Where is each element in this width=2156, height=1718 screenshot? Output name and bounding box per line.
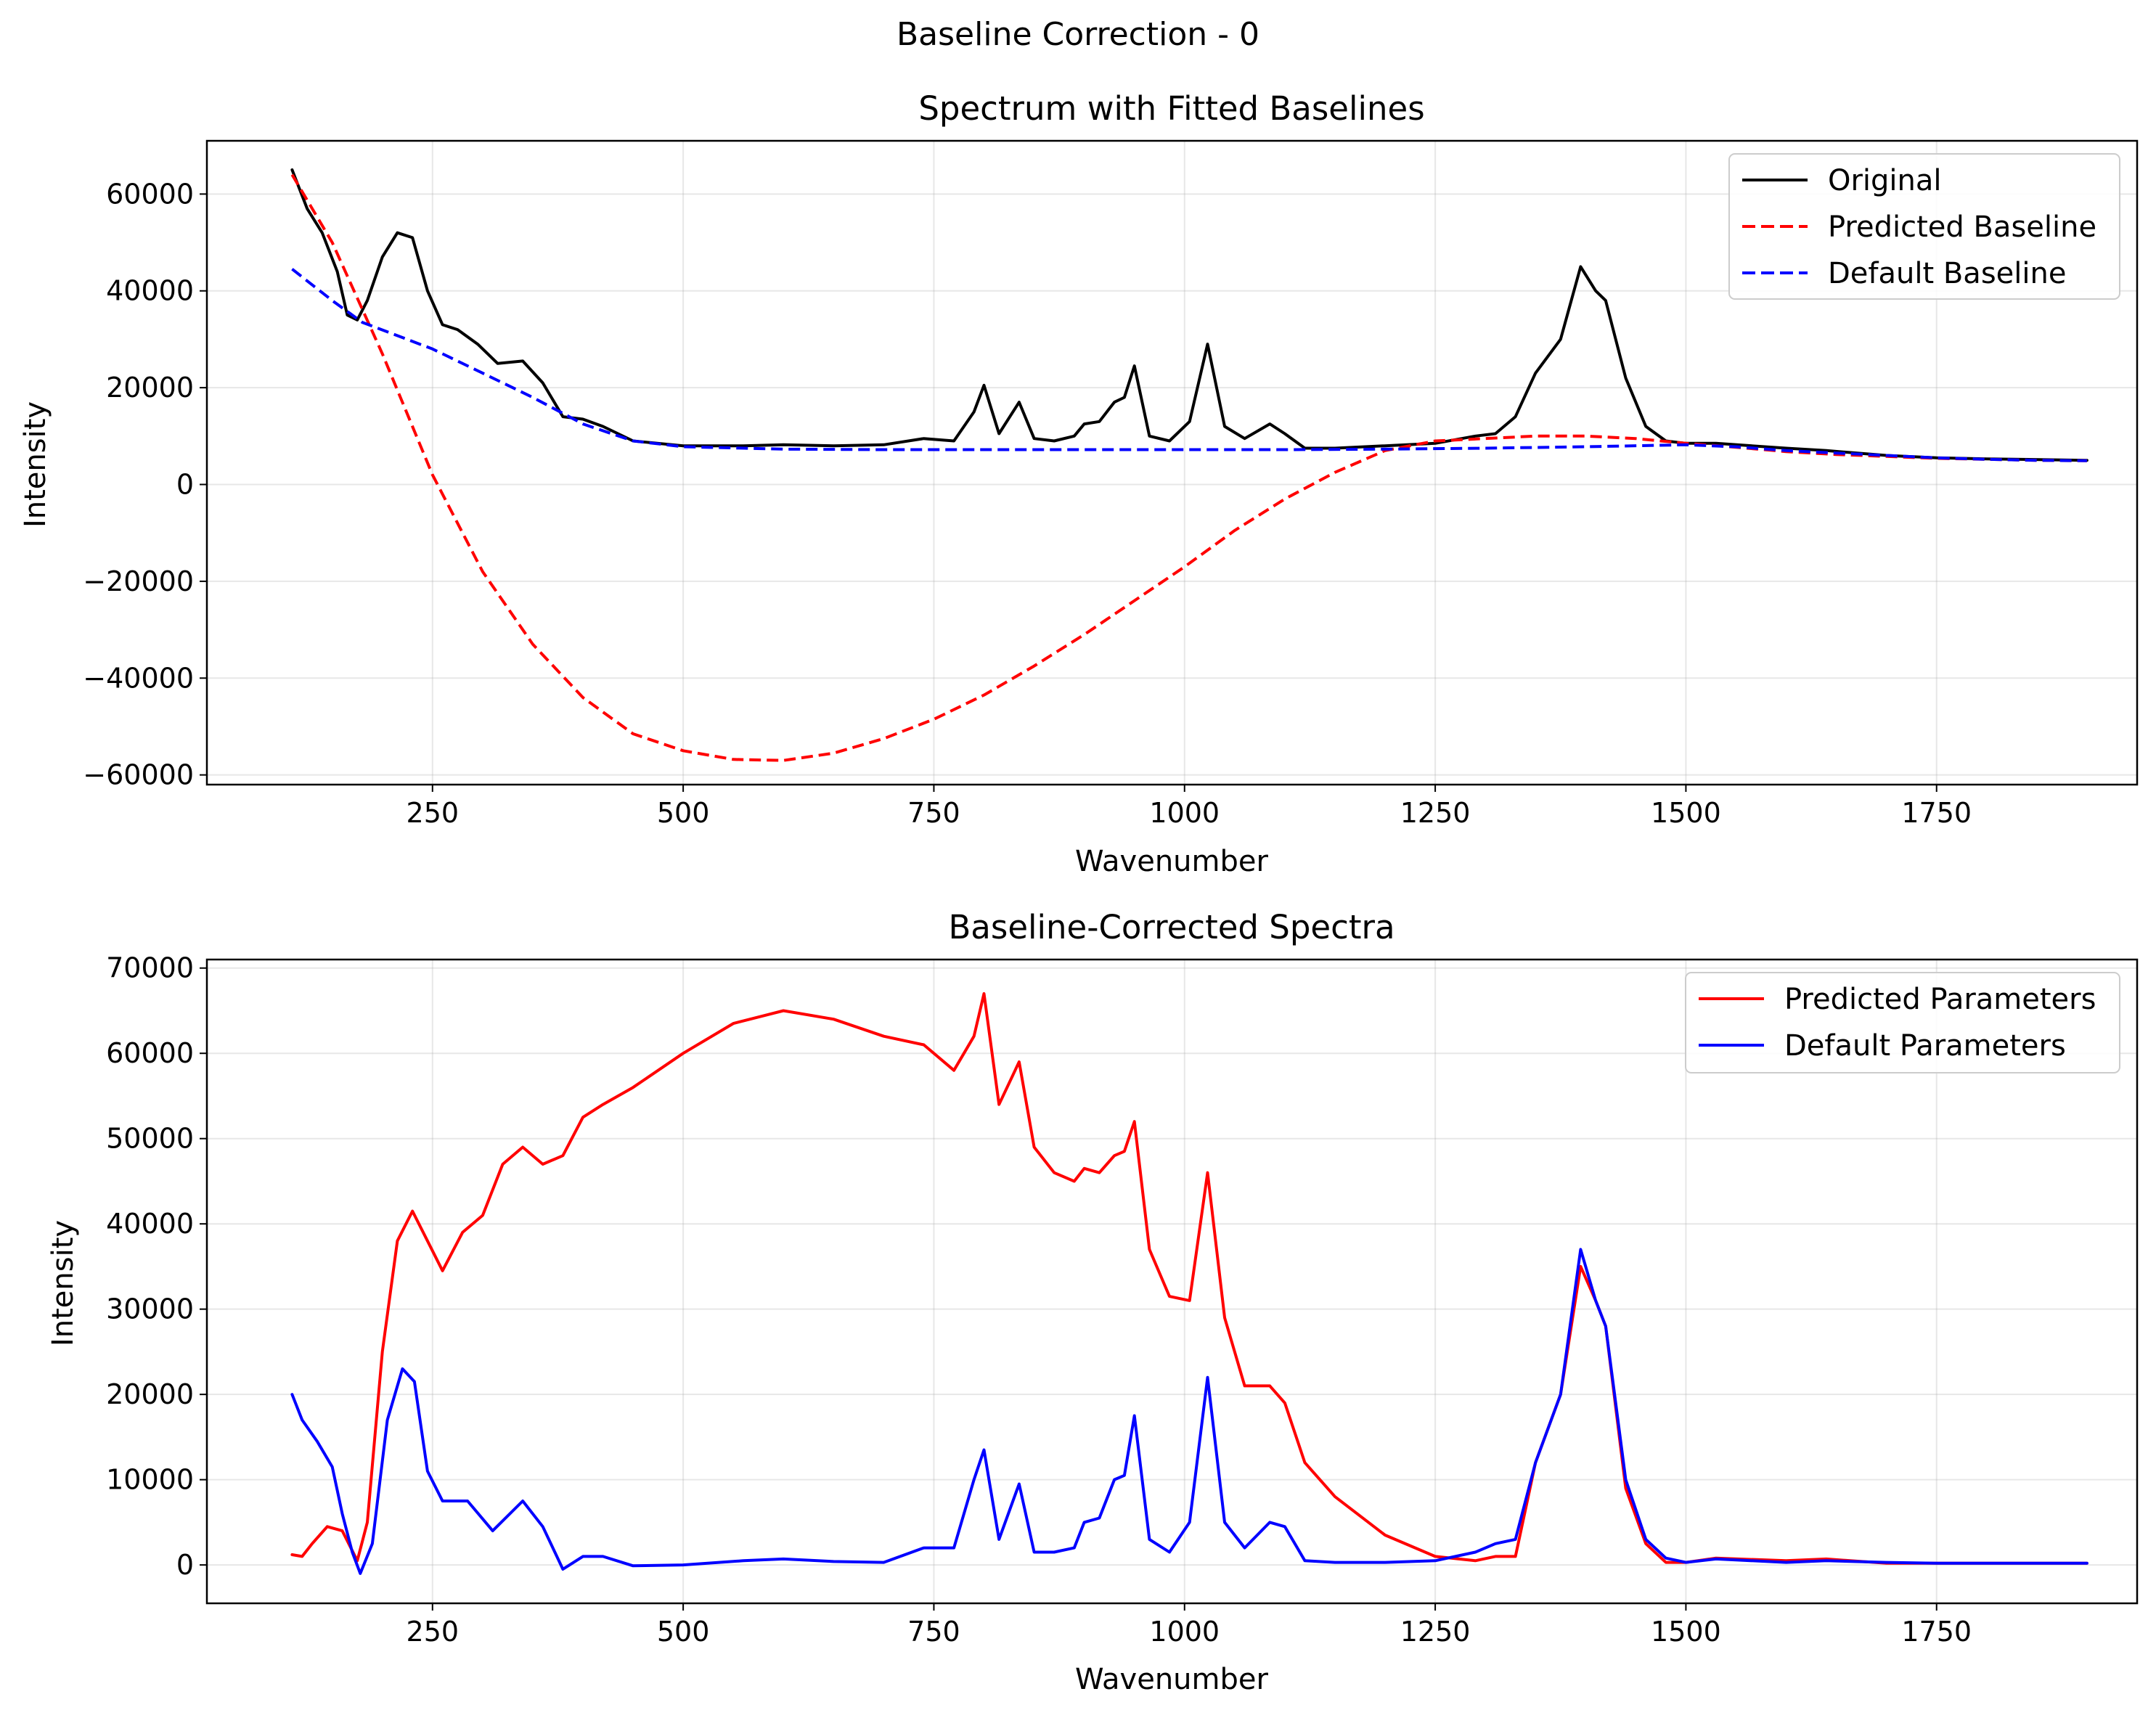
y-tick-label: 20000 [106,372,194,404]
x-tick-label: 1250 [1400,797,1471,829]
x-tick-label: 250 [407,1616,460,1648]
legend: Predicted Parameters Default Parameters [1685,972,2120,1073]
y-tick-label: 30000 [106,1293,194,1325]
plot-area [290,992,2088,1575]
x-tick-label: 1000 [1149,797,1220,829]
series-line-default-baseline [291,268,2087,462]
y-tick-label: 50000 [106,1123,194,1155]
x-tick-label: 1500 [1651,1616,1721,1648]
x-tick-label: 750 [907,797,960,829]
x-axis-label: Wavenumber [1075,1663,1268,1696]
x-tick-label: 750 [907,1616,960,1648]
series-line-default-parameters [290,1248,2088,1575]
legend-label-predicted-baseline: Predicted Baseline [1828,210,2096,244]
x-axis-ticks: 250 500 750 1000 1250 1500 1750 [407,785,1972,829]
x-tick-label: 500 [657,1616,710,1648]
y-tick-label: 70000 [106,952,194,984]
x-tick-label: 1750 [1901,797,1972,829]
axes-title: Spectrum with Fitted Baselines [918,89,1424,128]
axes-title: Baseline-Corrected Spectra [948,908,1395,946]
legend-box [1728,153,2120,300]
x-tick-label: 500 [657,797,710,829]
y-tick-label: 0 [176,469,194,501]
x-tick-label: 1750 [1901,1616,1972,1648]
axes-frame [205,958,2139,1605]
y-axis-ticks: 60000 40000 20000 0 −20000 −40000 −60000 [83,178,207,791]
axes-baseline-corrected-spectra: Baseline-Corrected Spectra 250 500 750 1000… [46,908,2139,1696]
y-tick-label: 10000 [106,1464,194,1496]
legend-label-predicted-parameters: Predicted Parameters [1784,983,2096,1016]
legend-label-default-baseline: Default Baseline [1828,257,2066,290]
legend-box [1685,972,2120,1073]
axes-frame [205,139,2139,786]
x-axis-ticks: 250 500 750 1000 1250 1500 1750 [407,1603,1972,1648]
x-tick-label: 1500 [1651,797,1721,829]
plot-area [290,168,2088,762]
legend-label-original: Original [1828,164,1942,197]
y-axis-label: Intensity [19,401,52,528]
grid-lines [207,960,2137,1603]
y-tick-label: 60000 [106,1037,194,1069]
legend: Original Predicted Baseline Default Base… [1728,153,2120,300]
y-tick-label: 40000 [106,1208,194,1240]
x-axis-label: Wavenumber [1075,845,1268,878]
series-line-original [290,168,2088,462]
y-tick-label: −60000 [83,759,194,791]
y-tick-label: 20000 [106,1378,194,1410]
y-axis-ticks: 0 10000 20000 30000 40000 50000 60000 70000 [106,952,207,1581]
x-tick-label: 1250 [1400,1616,1471,1648]
x-tick-label: 250 [407,797,460,829]
figure-suptitle: Baseline Correction - 0 [897,16,1259,53]
legend-label-default-parameters: Default Parameters [1784,1029,2066,1063]
y-tick-label: −20000 [83,565,194,597]
x-tick-label: 1000 [1149,1616,1220,1648]
axes-spectrum-with-fitted-baselines: Spectrum with Fitted Baselines 250 500 750… [19,89,2139,878]
y-tick-label: 40000 [106,275,194,307]
y-tick-label: −40000 [83,662,194,694]
y-tick-label: 60000 [106,178,194,210]
y-axis-label: Intensity [46,1220,80,1346]
y-tick-label: 0 [176,1549,194,1581]
